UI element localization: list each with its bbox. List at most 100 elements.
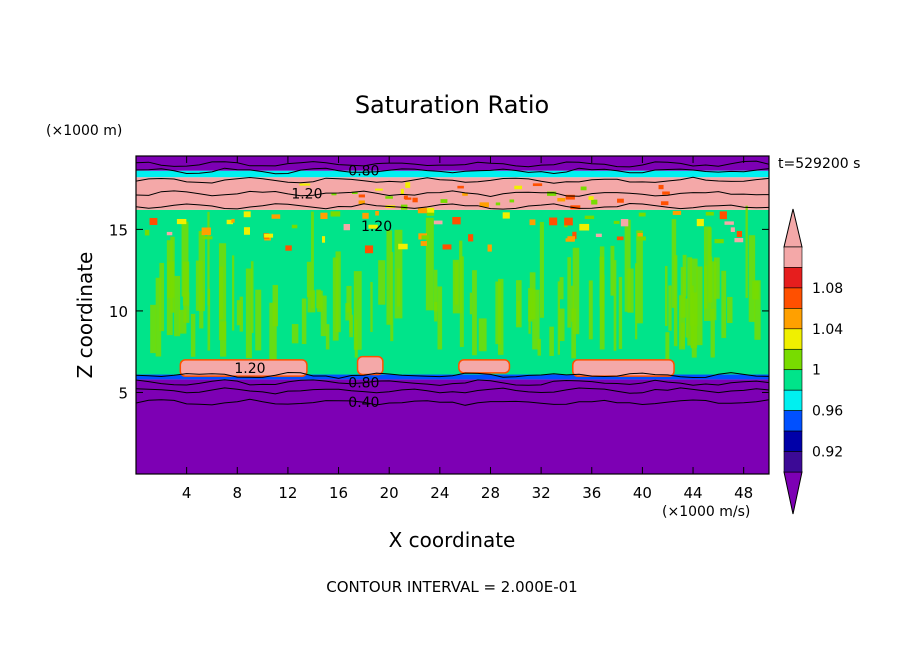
cloud-top-cell xyxy=(343,224,351,231)
cloud-top-cell xyxy=(398,243,408,250)
cloud-top-cell xyxy=(330,211,341,217)
contour-label-4: 0.80 xyxy=(348,376,379,392)
cloud-streak xyxy=(250,261,254,333)
upper-layer-cell xyxy=(351,191,358,194)
cloud-streak xyxy=(559,277,564,300)
cloud-top-cell xyxy=(579,223,590,231)
cloud-top-cell xyxy=(584,215,595,220)
colorbar-over-arrow xyxy=(783,208,803,248)
upper-layer-cell xyxy=(662,191,670,195)
colorbar-under-arrow xyxy=(783,471,803,515)
y-axis-ticks: 5 10 15 xyxy=(109,221,769,402)
cloud-top-cell xyxy=(202,236,213,240)
cloud-top-cell xyxy=(264,236,271,241)
cloud-top-cell xyxy=(620,219,629,227)
cloud-streak xyxy=(624,219,631,312)
cloud-top-cell xyxy=(572,231,577,239)
cloud-streak xyxy=(150,304,157,354)
upper-layer-cell xyxy=(462,192,468,196)
cloud-streak xyxy=(685,298,689,338)
contour-line-0 xyxy=(136,398,769,406)
upper-layer-cell xyxy=(570,205,581,210)
supersaturated-region-1 xyxy=(572,359,675,377)
contour-line-7 xyxy=(136,167,769,175)
cloud-top-cell xyxy=(565,238,575,242)
upper-layer-cell xyxy=(658,184,664,190)
colorbar-segment xyxy=(783,389,803,411)
upper-layer-cell xyxy=(405,182,411,188)
upper-layer-cell xyxy=(403,195,408,200)
upper-layer-cell xyxy=(514,185,523,190)
cloud-top-cell xyxy=(442,244,452,250)
colorbar-segment xyxy=(783,308,803,330)
cloud-streak xyxy=(532,289,540,350)
cloud-streak xyxy=(668,285,672,331)
cloud-streak xyxy=(255,289,262,351)
cloud-streak xyxy=(178,309,187,334)
x-tick-label: 20 xyxy=(380,484,399,502)
contour-line-1 xyxy=(136,387,769,395)
supersaturated-region-3 xyxy=(458,359,511,374)
cloud-streak xyxy=(306,261,312,298)
cloud-top-cell xyxy=(705,211,714,216)
cloud-top-cell xyxy=(502,212,510,219)
cloud-streak xyxy=(159,262,165,332)
cloud-streak xyxy=(320,295,327,337)
cloud-streak xyxy=(207,211,210,306)
cloud-texture xyxy=(144,182,761,360)
band-4 xyxy=(136,170,769,178)
upper-layer-cell xyxy=(591,199,598,205)
upper-layer-cell xyxy=(400,188,404,195)
plot-frame xyxy=(135,155,770,475)
upper-layer-cell xyxy=(588,196,594,200)
cloud-streak xyxy=(353,271,362,350)
cloud-streak xyxy=(635,263,638,340)
x-axis-ticks: 4 8 12 16 20 24 28 32 36 40 44 48 xyxy=(182,156,753,502)
cloud-top-cell xyxy=(144,229,150,236)
contour-label-0: 0.80 xyxy=(348,164,379,180)
cloud-top-cell xyxy=(285,245,292,251)
cloud-top-cell xyxy=(696,218,704,227)
contour-labels: 0.80 1.20 1.20 1.20 0.80 0.40 xyxy=(234,164,392,412)
cloud-streak xyxy=(307,290,316,313)
contour-line-8 xyxy=(136,160,769,168)
contour-line-4 xyxy=(136,202,769,210)
cloud-top-cell xyxy=(468,234,474,242)
upper-layer-cell xyxy=(331,193,337,196)
cloud-streak xyxy=(231,255,235,331)
cloud-streak xyxy=(370,282,373,332)
band-3 xyxy=(136,177,769,210)
cloud-streak xyxy=(236,300,242,326)
contour-label-5: 0.40 xyxy=(348,395,379,411)
band-1 xyxy=(136,374,769,380)
cloud-streak xyxy=(386,230,393,325)
cloud-streak xyxy=(754,280,761,340)
x-tick-label: 24 xyxy=(430,484,449,502)
cloud-streak xyxy=(437,286,443,350)
y-axis-label: Z coordinate xyxy=(73,252,97,379)
cloud-streak xyxy=(752,281,759,300)
cloud-streak xyxy=(434,301,438,322)
cloud-top-cell xyxy=(549,217,558,226)
cloud-top-cell xyxy=(613,220,620,224)
colorbar-segment xyxy=(783,451,803,473)
x-tick-label: 32 xyxy=(532,484,551,502)
cloud-top-cell xyxy=(426,211,435,216)
x-tick-label: 8 xyxy=(233,484,243,502)
y-unit-label: (×1000 m) xyxy=(46,123,122,139)
supersaturated-region-0 xyxy=(179,359,308,377)
colorbar-tick-label: 1 xyxy=(812,363,821,379)
cloud-streak xyxy=(301,298,307,345)
cloud-streak xyxy=(174,275,181,337)
cloud-streak xyxy=(181,221,189,297)
cloud-top-cell xyxy=(638,212,646,217)
cloud-streak xyxy=(572,247,580,335)
cloud-streak xyxy=(745,205,748,298)
cloud-top-cell xyxy=(433,220,443,225)
cloud-top-cell xyxy=(166,231,173,236)
cloud-streak xyxy=(349,314,353,338)
cloud-top-cell xyxy=(730,227,735,232)
cloud-streak xyxy=(459,240,463,314)
cloud-streak xyxy=(190,313,196,357)
